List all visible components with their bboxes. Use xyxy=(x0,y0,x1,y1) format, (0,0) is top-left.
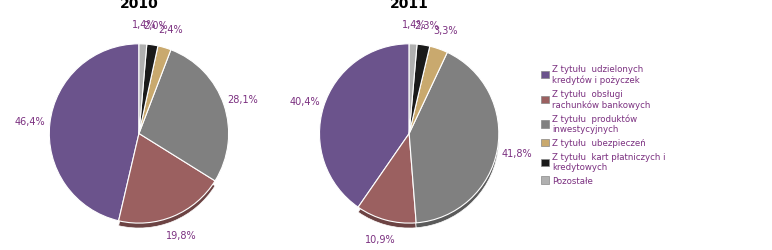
Wedge shape xyxy=(139,50,229,181)
Text: 3,3%: 3,3% xyxy=(433,26,458,36)
Text: 10,9%: 10,9% xyxy=(365,234,396,244)
Text: 40,4%: 40,4% xyxy=(290,96,320,106)
Legend: Z tytułu  udzielonych
kredytów i pożyczek, Z tytułu  obsługi
rachunków bankowych: Z tytułu udzielonych kredytów i pożyczek… xyxy=(541,65,666,185)
Wedge shape xyxy=(409,47,447,134)
Wedge shape xyxy=(49,45,139,221)
Wedge shape xyxy=(320,45,409,207)
Wedge shape xyxy=(139,45,147,134)
Title: 2011: 2011 xyxy=(390,0,428,11)
Title: 2010: 2010 xyxy=(120,0,158,11)
Text: 1,4%: 1,4% xyxy=(401,20,426,30)
Text: 1,4%: 1,4% xyxy=(131,20,156,30)
Wedge shape xyxy=(409,45,430,134)
Text: 28,1%: 28,1% xyxy=(227,94,258,104)
Wedge shape xyxy=(119,134,215,223)
Wedge shape xyxy=(119,139,215,228)
Wedge shape xyxy=(409,58,499,228)
Wedge shape xyxy=(358,134,416,223)
Text: 46,4%: 46,4% xyxy=(15,116,46,126)
Text: 2,0%: 2,0% xyxy=(143,21,168,31)
Wedge shape xyxy=(409,45,417,134)
Wedge shape xyxy=(358,139,416,228)
Wedge shape xyxy=(139,45,158,134)
Text: 2,3%: 2,3% xyxy=(415,22,439,31)
Text: 2,4%: 2,4% xyxy=(157,24,182,34)
Wedge shape xyxy=(409,53,499,223)
Wedge shape xyxy=(139,47,171,134)
Text: 41,8%: 41,8% xyxy=(502,148,532,158)
Text: 19,8%: 19,8% xyxy=(165,230,196,239)
